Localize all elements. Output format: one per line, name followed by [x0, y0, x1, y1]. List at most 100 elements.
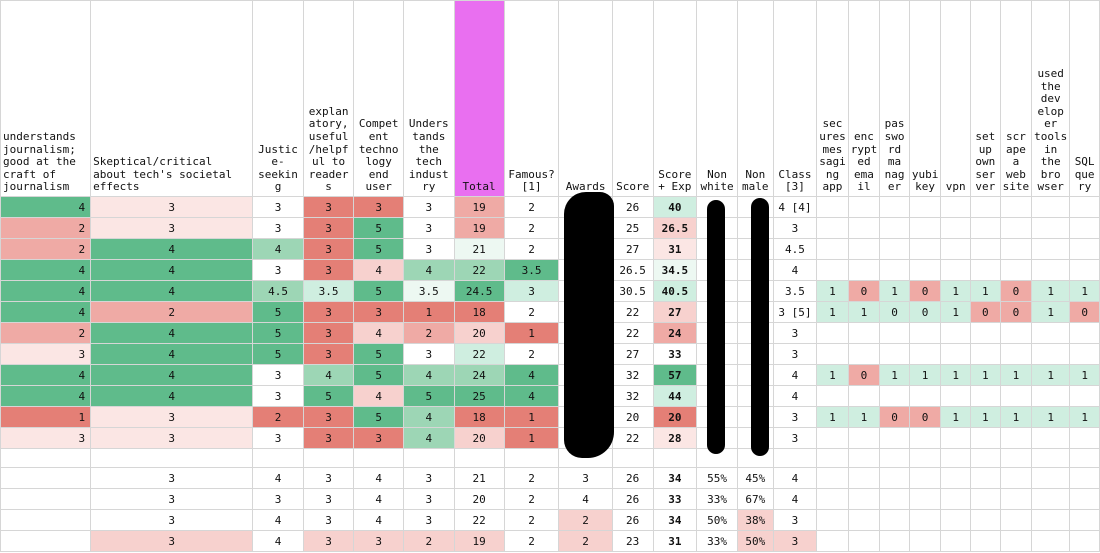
empty-cell[interactable]	[847, 509, 881, 531]
cell[interactable]	[970, 343, 1001, 365]
column-header[interactable]: Awards	[558, 0, 613, 197]
cell[interactable]: 1	[1069, 280, 1100, 302]
cell[interactable]: 4	[403, 406, 455, 428]
cell[interactable]	[847, 427, 881, 449]
column-header[interactable]: set up own ser ver	[970, 0, 1001, 197]
cell[interactable]: 0	[1069, 301, 1100, 323]
cell[interactable]: 38%	[736, 509, 774, 531]
empty-cell[interactable]	[999, 509, 1033, 531]
cell[interactable]: 18	[453, 406, 505, 428]
cell[interactable]	[816, 427, 849, 449]
empty-cell[interactable]	[816, 467, 849, 489]
cell[interactable]: 3	[558, 467, 613, 489]
cell[interactable]: 1	[847, 406, 881, 428]
empty-cell[interactable]	[90, 448, 254, 468]
cell[interactable]: 2	[558, 509, 613, 531]
cell[interactable]: 5	[353, 364, 404, 386]
cell[interactable]	[970, 322, 1001, 344]
cell[interactable]: 3	[90, 196, 254, 218]
cell[interactable]	[940, 217, 971, 239]
cell[interactable]: 0	[879, 406, 910, 428]
cell[interactable]: 3	[403, 238, 455, 260]
cell[interactable]: 3	[302, 259, 355, 281]
cell[interactable]: 4	[403, 364, 455, 386]
cell[interactable]: 3	[772, 530, 818, 552]
column-header[interactable]: pas swo rd ma nag er	[879, 0, 910, 197]
cell[interactable]	[0, 509, 92, 531]
empty-cell[interactable]	[353, 448, 404, 468]
cell[interactable]: 4	[353, 259, 404, 281]
cell[interactable]: 32	[611, 364, 654, 386]
cell[interactable]: 3	[302, 301, 355, 323]
cell[interactable]: 0	[847, 280, 881, 302]
empty-cell[interactable]	[879, 467, 910, 489]
cell[interactable]: 1	[847, 301, 881, 323]
cell[interactable]: 26	[611, 509, 654, 531]
cell[interactable]: 3	[772, 322, 818, 344]
cell[interactable]: 33%	[696, 488, 738, 510]
column-header[interactable]: enc rypt ed ema il	[847, 0, 881, 197]
cell[interactable]: 1	[816, 301, 849, 323]
cell[interactable]: 3	[302, 238, 355, 260]
column-header[interactable]: Score + Exp	[652, 0, 698, 197]
cell[interactable]: 3	[90, 406, 254, 428]
cell[interactable]	[908, 217, 942, 239]
cell[interactable]	[1069, 259, 1100, 281]
cell[interactable]	[999, 385, 1033, 407]
cell[interactable]: 1	[879, 280, 910, 302]
cell[interactable]: 45%	[736, 467, 774, 489]
cell[interactable]: 22	[611, 427, 654, 449]
cell[interactable]	[1031, 322, 1071, 344]
cell[interactable]: 4	[90, 343, 254, 365]
cell[interactable]: 33%	[696, 530, 738, 552]
cell[interactable]: 4	[772, 364, 818, 386]
cell[interactable]	[940, 427, 971, 449]
cell[interactable]: 1	[1031, 406, 1071, 428]
cell[interactable]: 0	[908, 280, 942, 302]
empty-cell[interactable]	[816, 509, 849, 531]
cell[interactable]: 3	[90, 509, 254, 531]
column-header[interactable]: yubi key	[908, 0, 942, 197]
cell[interactable]: 1	[503, 406, 560, 428]
cell[interactable]	[847, 196, 881, 218]
cell[interactable]: 2	[503, 488, 560, 510]
cell[interactable]: 1	[1031, 364, 1071, 386]
cell[interactable]: 5	[302, 385, 355, 407]
cell[interactable]: 33	[652, 343, 698, 365]
cell[interactable]: 3	[302, 343, 355, 365]
cell[interactable]: 1	[0, 406, 92, 428]
empty-cell[interactable]	[879, 488, 910, 510]
cell[interactable]: 4	[90, 280, 254, 302]
cell[interactable]	[970, 238, 1001, 260]
cell[interactable]: 4	[90, 238, 254, 260]
cell[interactable]	[879, 343, 910, 365]
cell[interactable]: 3 [5]	[772, 301, 818, 323]
empty-cell[interactable]	[940, 467, 971, 489]
cell[interactable]: 5	[353, 343, 404, 365]
column-header[interactable]: Justic e-seekin g	[252, 0, 304, 197]
cell[interactable]: 4.5	[252, 280, 304, 302]
empty-cell[interactable]	[908, 448, 942, 468]
empty-cell[interactable]	[1069, 530, 1100, 552]
empty-cell[interactable]	[1031, 467, 1071, 489]
cell[interactable]: 3	[772, 343, 818, 365]
empty-cell[interactable]	[908, 509, 942, 531]
cell[interactable]: 1	[940, 301, 971, 323]
cell[interactable]: 0	[908, 301, 942, 323]
cell[interactable]: 3	[252, 196, 304, 218]
cell[interactable]	[816, 343, 849, 365]
cell[interactable]: 4	[0, 259, 92, 281]
cell[interactable]	[1031, 343, 1071, 365]
cell[interactable]: 3	[772, 509, 818, 531]
cell[interactable]: 4	[90, 364, 254, 386]
cell[interactable]: 26	[611, 196, 654, 218]
cell[interactable]: 4	[0, 364, 92, 386]
cell[interactable]: 3	[302, 467, 355, 489]
empty-cell[interactable]	[1069, 488, 1100, 510]
cell[interactable]	[879, 217, 910, 239]
cell[interactable]: 23	[611, 530, 654, 552]
cell[interactable]: 4	[772, 467, 818, 489]
cell[interactable]: 1	[970, 406, 1001, 428]
empty-cell[interactable]	[970, 488, 1001, 510]
cell[interactable]: 20	[611, 406, 654, 428]
